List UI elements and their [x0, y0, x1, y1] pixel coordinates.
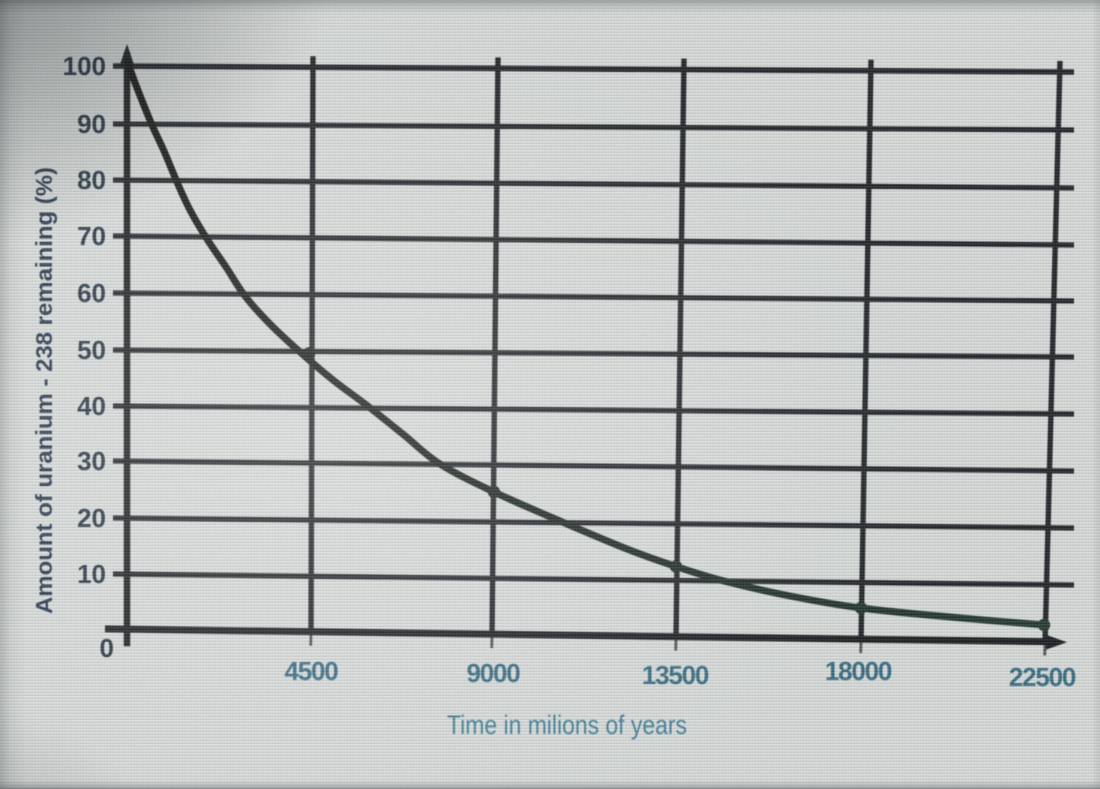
svg-text:9000: 9000 — [466, 658, 520, 688]
svg-text:80: 80 — [77, 165, 106, 195]
svg-text:100: 100 — [63, 51, 106, 81]
svg-text:40: 40 — [77, 391, 106, 421]
svg-text:0: 0 — [100, 633, 114, 663]
svg-text:4500: 4500 — [284, 656, 338, 686]
svg-text:Time in milions of years: Time in milions of years — [447, 710, 687, 740]
svg-text:30: 30 — [77, 446, 106, 476]
svg-text:18000: 18000 — [825, 656, 892, 686]
svg-text:13500: 13500 — [642, 660, 709, 690]
svg-text:90: 90 — [77, 109, 106, 139]
svg-text:70: 70 — [77, 221, 106, 251]
svg-text:22500: 22500 — [1009, 662, 1076, 692]
svg-text:Amount of uranium - 238 remain: Amount of uranium - 238 remaining (%) — [31, 167, 57, 614]
svg-text:10: 10 — [77, 559, 106, 589]
svg-text:20: 20 — [77, 503, 106, 533]
svg-text:50: 50 — [77, 335, 106, 365]
svg-text:60: 60 — [77, 278, 106, 308]
